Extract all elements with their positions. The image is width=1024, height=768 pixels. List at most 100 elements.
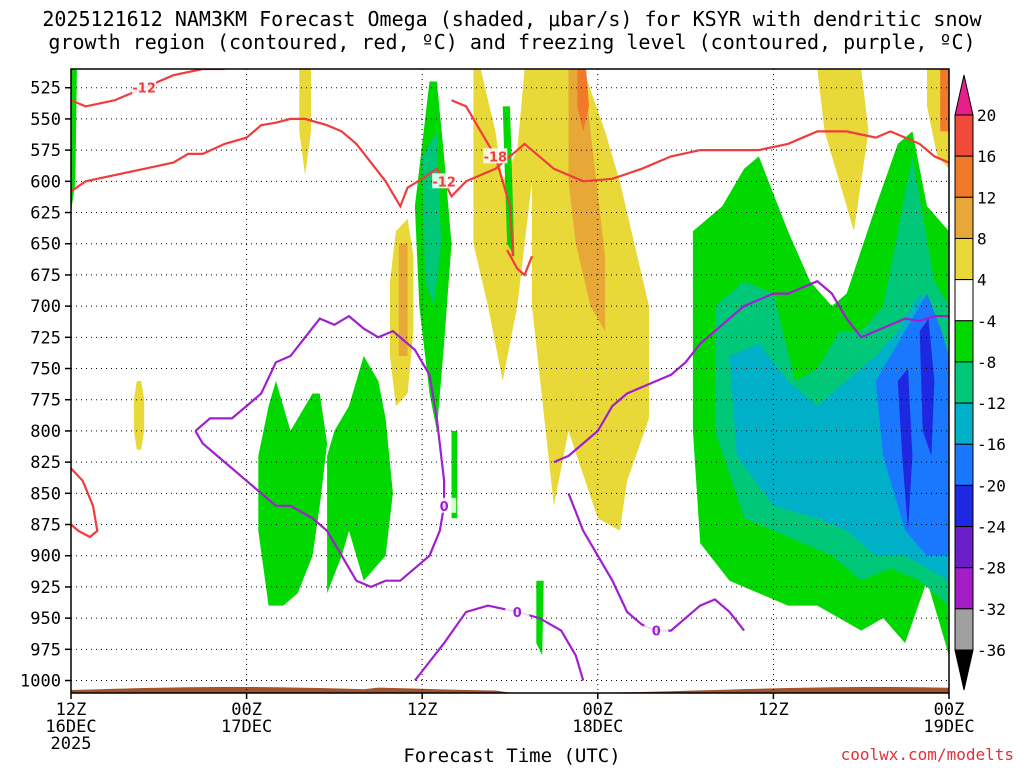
y-tick-label: 900: [30, 547, 61, 567]
y-tick-label: 575: [30, 141, 61, 161]
colorbar-label: 20: [977, 106, 996, 125]
y-tick-label: 975: [30, 640, 61, 660]
contour-label-bg: [432, 497, 457, 513]
omega-region: [327, 356, 393, 594]
colorbar-bin: [954, 526, 974, 569]
contour-label: 0: [513, 606, 522, 621]
colorbar-bin: [954, 114, 974, 157]
y-tick-label: 825: [30, 453, 61, 473]
colorbar-bin: [954, 567, 974, 610]
y-tick-label: 775: [30, 391, 61, 411]
y-tick-label: 750: [30, 360, 61, 380]
colorbar-bin: [954, 361, 974, 404]
x-tick-label: 18DEC: [572, 717, 623, 737]
colorbar-bin: [954, 279, 974, 322]
colorbar: 20 16 12 8 4 -4 -8 -12 -16 -20 -24 -28 -32 -36: [954, 74, 1006, 691]
omega-region: [940, 69, 949, 132]
y-tick-label: 925: [30, 578, 61, 598]
colorbar-label: 4: [977, 271, 987, 290]
colorbar-label: 16: [977, 147, 996, 166]
y-tick-label: 1000: [20, 672, 61, 692]
y-tick-label: 700: [30, 297, 61, 317]
y-tick-label: 875: [30, 516, 61, 536]
contour-label: 0: [440, 500, 449, 515]
colorbar-label: -4: [977, 312, 996, 331]
x-tick-label: 12Z: [56, 700, 87, 720]
colorbar-label: -24: [977, 518, 1006, 537]
omega-region: [817, 69, 869, 232]
credit-text: coolwx.com/modelts: [840, 745, 1014, 764]
colorbar-bin: [954, 196, 974, 239]
x-tick-label: 2025: [51, 734, 92, 754]
x-tick-label: 00Z: [231, 700, 262, 720]
purple-contour: [553, 279, 949, 464]
y-tick-label: 675: [30, 266, 61, 286]
omega-region: [133, 381, 145, 450]
x-tick-label: 00Z: [582, 700, 613, 720]
colorbar-bottom-arrow: [954, 649, 974, 691]
contour-label: -18: [484, 150, 508, 165]
colorbar-bin: [954, 320, 974, 363]
contour-label: -12: [432, 175, 456, 190]
omega-region: [71, 69, 77, 213]
omega-region: [577, 69, 589, 132]
x-tick-label: 16DEC: [45, 717, 96, 737]
omega-region: [568, 69, 606, 332]
contour-label: 0: [652, 625, 661, 640]
red-contour: [506, 249, 534, 277]
chart-title-line1: 2025121612 NAM3KM Forecast Omega (shaded…: [42, 7, 982, 31]
contour-label-bg: [644, 622, 669, 638]
contour-label-bg: [432, 173, 457, 189]
colorbar-bin: [954, 443, 974, 486]
omega-region: [299, 69, 311, 176]
colorbar-label: -8: [977, 353, 996, 372]
chart-title-line2: growth region (contoured, red, ºC) and f…: [48, 30, 976, 54]
colorbar-label: -12: [977, 394, 1006, 413]
colorbar-top-arrow: [954, 74, 974, 116]
y-tick-label: 625: [30, 204, 61, 224]
colorbar-label: -20: [977, 476, 1006, 495]
x-tick-label: 12Z: [407, 700, 438, 720]
x-tick-label: 17DEC: [221, 717, 272, 737]
red-contour: [71, 467, 99, 539]
contour-labels: -12 -12 -18 0 0 0: [132, 79, 669, 640]
y-tick-label: 550: [30, 110, 61, 130]
omega-region: [398, 243, 408, 356]
y-tick-label: 800: [30, 422, 61, 442]
colorbar-bin: [954, 402, 974, 445]
colorbar-label: -16: [977, 435, 1006, 454]
y-tick-label: 725: [30, 328, 61, 348]
plot-frame: [70, 68, 950, 694]
colorbar-label: 8: [977, 229, 987, 248]
terrain: [71, 687, 949, 693]
contour-label-bg: [132, 79, 157, 95]
colorbar-bin: [954, 155, 974, 198]
omega-region: [897, 368, 913, 531]
x-tick-label: 12Z: [758, 700, 789, 720]
omega-region: [919, 318, 935, 456]
y-tick-label: 850: [30, 484, 61, 504]
colorbar-label: -32: [977, 600, 1006, 619]
x-tick-label: 00Z: [934, 700, 965, 720]
y-axis-ticks: 525 550 575 600 625 650 675 700 725 750 775 800 825 8…: [20, 79, 71, 692]
x-tick-label: 19DEC: [923, 717, 974, 737]
contour-label-bg: [483, 148, 508, 164]
colorbar-bin: [954, 608, 974, 651]
colorbar-bin: [954, 484, 974, 528]
y-tick-label: 600: [30, 172, 61, 192]
colorbar-bin: [954, 237, 974, 281]
omega-region: [258, 381, 328, 606]
x-axis-label: Forecast Time (UTC): [403, 745, 621, 767]
y-tick-label: 950: [30, 609, 61, 629]
y-tick-label: 650: [30, 235, 61, 255]
omega-region: [451, 430, 458, 519]
plot-border: [70, 68, 950, 694]
colorbar-label: -36: [977, 641, 1006, 660]
terrain-strip: [71, 687, 949, 693]
colorbar-label: 12: [977, 188, 996, 207]
y-tick-label: 525: [30, 79, 61, 99]
contour-label: -12: [132, 82, 156, 97]
colorbar-label: -28: [977, 559, 1006, 578]
